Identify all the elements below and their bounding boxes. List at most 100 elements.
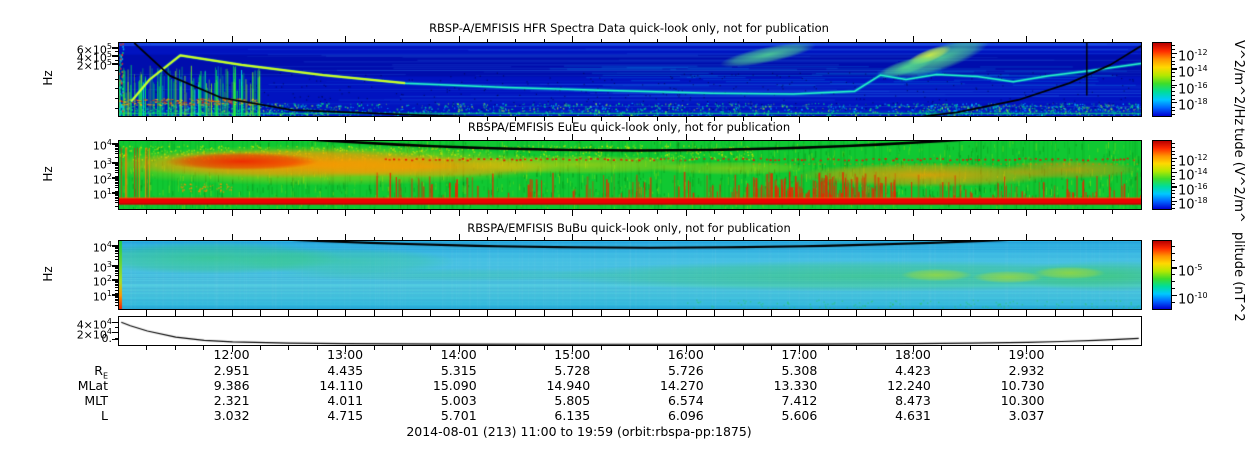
y-axis-tick-minor bbox=[115, 145, 118, 147]
colorbar-tick-minor bbox=[1172, 193, 1175, 195]
x-axis-tick bbox=[742, 310, 744, 314]
x-axis-tick bbox=[401, 38, 403, 42]
x-axis-tick bbox=[316, 346, 318, 350]
x-axis-tick bbox=[316, 236, 318, 240]
colorbar-tick-minor bbox=[1172, 95, 1175, 97]
x-axis-tick bbox=[856, 310, 858, 314]
x-axis-tick bbox=[799, 310, 801, 316]
x-axis-tick bbox=[969, 136, 971, 140]
colorbar-tick-label: 10-16 bbox=[1178, 80, 1208, 97]
x-axis-tick bbox=[657, 346, 659, 350]
ephemeris-value-cell: 7.412 bbox=[781, 393, 818, 408]
ephemeris-value-cell: 4.631 bbox=[895, 408, 931, 423]
y-axis-tick-minor bbox=[115, 150, 118, 152]
colorbar-tick-minor bbox=[1172, 72, 1175, 74]
x-axis-tick bbox=[259, 236, 261, 240]
y-axis-tick-major bbox=[112, 55, 118, 57]
y-axis-tick-minor bbox=[115, 144, 118, 146]
x-axis-tick bbox=[799, 36, 801, 42]
y-axis-tick-minor bbox=[115, 269, 118, 271]
x-axis-tick bbox=[1083, 346, 1085, 350]
x-axis-tick bbox=[1083, 310, 1085, 314]
y-axis-tick-minor bbox=[115, 107, 118, 109]
ephemeris-value-cell: 10.730 bbox=[1000, 378, 1045, 393]
colorbar-unit-label-hfr: V^2/m^2/Hz bbox=[1231, 40, 1246, 126]
x-axis-tick bbox=[941, 117, 943, 121]
ephemeris-value-cell: 4.715 bbox=[327, 408, 364, 423]
y-axis-tick-minor bbox=[115, 184, 118, 186]
x-axis-tick bbox=[884, 346, 886, 350]
colorbar-tick-minor bbox=[1172, 161, 1175, 163]
x-axis-tick bbox=[430, 346, 432, 350]
x-axis-tick bbox=[1026, 36, 1028, 42]
x-axis-tick bbox=[430, 210, 432, 214]
y-axis-tick-minor bbox=[115, 287, 118, 289]
x-axis-tick bbox=[259, 310, 261, 314]
ephemeris-value-cell: 12.240 bbox=[887, 378, 931, 393]
y-axis-tick-minor bbox=[115, 170, 118, 172]
y-axis-tick-minor bbox=[115, 183, 118, 185]
x-axis-time-label: 13:00 bbox=[327, 347, 364, 362]
x-axis-tick bbox=[259, 346, 261, 350]
x-axis-tick bbox=[316, 210, 318, 214]
x-axis-tick bbox=[203, 117, 205, 121]
x-axis-tick bbox=[742, 312, 744, 316]
x-axis-tick bbox=[1026, 346, 1028, 352]
x-axis-tick bbox=[174, 346, 176, 350]
x-axis-tick bbox=[373, 136, 375, 140]
y-axis-tick-minor bbox=[115, 163, 118, 165]
x-axis-tick bbox=[799, 117, 801, 123]
x-axis-tick bbox=[912, 36, 914, 42]
colorbar-tick-minor bbox=[1172, 150, 1175, 152]
x-axis-tick bbox=[742, 236, 744, 240]
x-axis-tick bbox=[685, 210, 687, 216]
x-axis-tick bbox=[259, 312, 261, 316]
colorbar-buBu bbox=[1152, 240, 1172, 310]
y-axis-tick-minor bbox=[115, 196, 118, 198]
x-axis-tick bbox=[856, 312, 858, 316]
x-axis-tick bbox=[572, 117, 574, 123]
x-axis-tick bbox=[543, 312, 545, 316]
x-axis-tick bbox=[515, 236, 517, 240]
x-axis-tick bbox=[259, 210, 261, 214]
colorbar-tick-major bbox=[1172, 157, 1177, 160]
colorbar-tick-minor bbox=[1172, 274, 1175, 276]
x-axis-tick bbox=[827, 210, 829, 214]
x-axis-tick bbox=[231, 117, 233, 123]
x-axis-tick bbox=[231, 210, 233, 216]
x-axis-tick bbox=[458, 117, 460, 123]
y-axis-tick-minor bbox=[115, 280, 118, 282]
y-axis-tick-minor bbox=[115, 87, 118, 89]
x-axis-tick bbox=[657, 117, 659, 121]
y-axis-tick-minor bbox=[115, 266, 118, 268]
y-axis-tick-label: 2×105 bbox=[76, 58, 112, 73]
x-axis-tick bbox=[714, 310, 716, 314]
x-axis-tick bbox=[714, 210, 716, 214]
x-axis-tick bbox=[685, 36, 687, 42]
x-axis-tick bbox=[430, 136, 432, 140]
x-axis-tick bbox=[1054, 117, 1056, 121]
y-axis-tick-label: 103 bbox=[92, 157, 112, 173]
x-axis-tick bbox=[856, 136, 858, 140]
x-axis-tick bbox=[884, 310, 886, 314]
x-axis-tick bbox=[969, 117, 971, 121]
x-axis-tick bbox=[288, 117, 290, 121]
y-axis-tick-minor bbox=[115, 172, 118, 174]
y-axis-tick-minor bbox=[115, 147, 118, 149]
colorbar-tick-minor bbox=[1172, 260, 1175, 262]
y-axis-tick-minor bbox=[115, 248, 118, 250]
x-axis-tick bbox=[600, 210, 602, 214]
x-axis-tick bbox=[401, 136, 403, 140]
y-axis-tick-minor bbox=[115, 175, 118, 177]
y-axis-tick-major bbox=[112, 279, 118, 281]
x-axis-tick bbox=[572, 310, 574, 316]
x-axis-tick bbox=[515, 117, 517, 121]
x-axis-tick bbox=[345, 234, 347, 240]
ephemeris-value-cell: 8.473 bbox=[895, 393, 931, 408]
x-axis-tick bbox=[770, 38, 772, 42]
x-axis-tick bbox=[401, 210, 403, 214]
y-axis-tick-minor bbox=[115, 282, 118, 284]
x-axis-time-label: 16:00 bbox=[667, 347, 704, 362]
x-axis-tick bbox=[146, 310, 148, 314]
x-axis-tick bbox=[629, 136, 630, 140]
